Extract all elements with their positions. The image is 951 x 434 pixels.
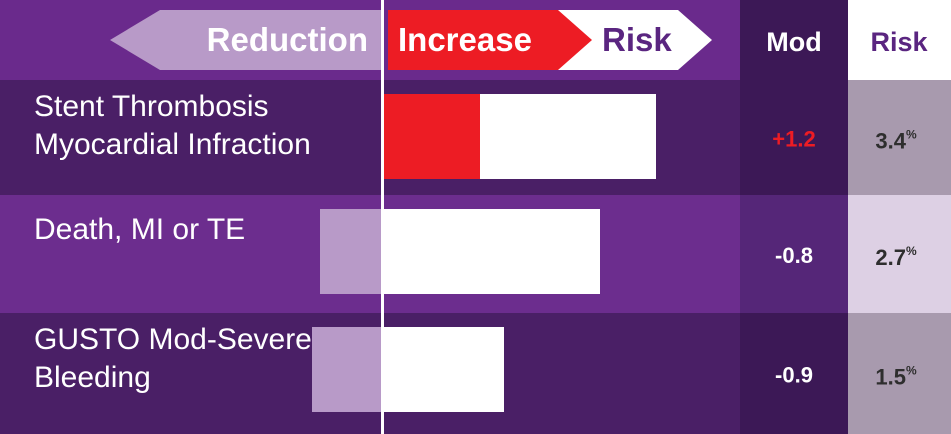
mod-cell xyxy=(740,80,848,195)
risk-unit: % xyxy=(906,128,917,142)
mod-value: +1.2 xyxy=(772,127,815,152)
reduction-bar xyxy=(312,327,384,412)
risk-unit: % xyxy=(906,364,917,378)
increase-bar xyxy=(384,94,480,179)
mod-cell xyxy=(740,195,848,313)
category-label: Myocardial Infraction xyxy=(34,128,311,161)
risk-cell xyxy=(848,195,951,313)
risk-column-label: Risk xyxy=(870,27,928,57)
reduction-label: Reduction xyxy=(207,21,368,58)
category-label: GUSTO Mod-Severe xyxy=(34,323,312,356)
reduction-arrow xyxy=(110,10,382,70)
category-label: Bleeding xyxy=(34,361,151,394)
chart-rows: Stent Thrombosis Myocardial Infraction +1.… xyxy=(0,80,951,434)
risk-label: Risk xyxy=(602,21,672,58)
risk-cell xyxy=(848,313,951,434)
risk-column-header xyxy=(848,0,951,80)
mod-cell xyxy=(740,313,848,434)
category-label: Stent Thrombosis xyxy=(34,90,269,123)
increase-label: Increase xyxy=(398,21,532,58)
risk-bar xyxy=(384,209,600,294)
mod-value: -0.8 xyxy=(775,243,813,268)
risk-cell xyxy=(848,80,951,195)
category-label: Death, MI or TE xyxy=(34,213,245,246)
increase-arrow xyxy=(388,10,592,70)
risk-value: 3.4% xyxy=(875,128,917,154)
mod-value: -0.9 xyxy=(775,363,813,388)
mod-column-header xyxy=(740,0,848,80)
risk-bar xyxy=(480,94,656,179)
reduction-bar xyxy=(320,209,384,294)
risk-bar xyxy=(384,327,504,412)
risk-unit: % xyxy=(906,244,917,258)
mod-column-label: Mod xyxy=(766,27,821,57)
